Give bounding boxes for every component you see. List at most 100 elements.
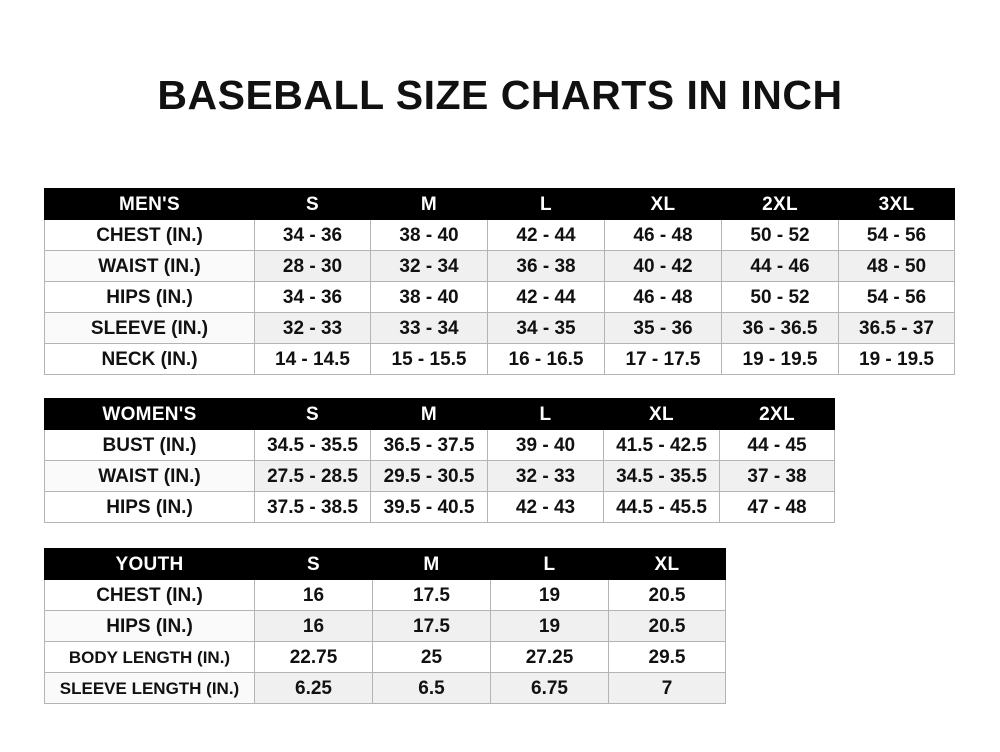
table-cell: 36.5 - 37.5: [370, 429, 488, 461]
column-header: M: [370, 188, 488, 220]
table-cell: 37 - 38: [719, 460, 835, 492]
table-row: SLEEVE (IN.) 32 - 33 33 - 34 34 - 35 35 …: [44, 312, 955, 344]
row-label: WAIST (IN.): [44, 460, 255, 492]
table-cell: 28 - 30: [254, 250, 371, 282]
table-row: HIPS (IN.) 16 17.5 19 20.5: [44, 610, 726, 642]
row-label: NECK (IN.): [44, 343, 255, 375]
column-header: L: [490, 548, 609, 580]
row-label: BODY LENGTH (IN.): [44, 641, 255, 673]
column-header: 3XL: [838, 188, 955, 220]
table-cell: 37.5 - 38.5: [254, 491, 371, 523]
table-cell: 44.5 - 45.5: [603, 491, 720, 523]
column-header: 2XL: [719, 398, 835, 430]
table-cell: 27.25: [490, 641, 609, 673]
table-cell: 36 - 36.5: [721, 312, 839, 344]
table-row: BUST (IN.) 34.5 - 35.5 36.5 - 37.5 39 - …: [44, 429, 835, 461]
table-cell: 48 - 50: [838, 250, 955, 282]
table-cell: 16: [254, 610, 373, 642]
table-cell: 6.5: [372, 672, 491, 704]
column-header: S: [254, 548, 373, 580]
table-cell: 14 - 14.5: [254, 343, 371, 375]
column-header: WOMEN'S: [44, 398, 255, 430]
table-cell: 6.25: [254, 672, 373, 704]
table-cell: 32 - 34: [370, 250, 488, 282]
table-cell: 41.5 - 42.5: [603, 429, 720, 461]
row-label: SLEEVE LENGTH (IN.): [44, 672, 255, 704]
table-cell: 54 - 56: [838, 219, 955, 251]
table-cell: 34 - 36: [254, 281, 371, 313]
table-row: CHEST (IN.) 34 - 36 38 - 40 42 - 44 46 -…: [44, 219, 955, 251]
table-cell: 29.5: [608, 641, 726, 673]
table-cell: 16: [254, 579, 373, 611]
table-cell: 33 - 34: [370, 312, 488, 344]
table-cell: 54 - 56: [838, 281, 955, 313]
column-header: MEN'S: [44, 188, 255, 220]
row-label: HIPS (IN.): [44, 610, 255, 642]
table-header-row: YOUTH S M L XL: [44, 548, 726, 580]
table-cell: 16 - 16.5: [487, 343, 605, 375]
table-cell: 34.5 - 35.5: [254, 429, 371, 461]
table-cell: 25: [372, 641, 491, 673]
table-cell: 42 - 43: [487, 491, 604, 523]
table-cell: 46 - 48: [604, 219, 722, 251]
table-cell: 29.5 - 30.5: [370, 460, 488, 492]
column-header: YOUTH: [44, 548, 255, 580]
table-cell: 47 - 48: [719, 491, 835, 523]
table-cell: 32 - 33: [254, 312, 371, 344]
table-cell: 34.5 - 35.5: [603, 460, 720, 492]
table-cell: 17 - 17.5: [604, 343, 722, 375]
table-cell: 17.5: [372, 610, 491, 642]
table-cell: 19 - 19.5: [721, 343, 839, 375]
table-cell: 40 - 42: [604, 250, 722, 282]
column-header: M: [370, 398, 488, 430]
table-cell: 36.5 - 37: [838, 312, 955, 344]
table-row: BODY LENGTH (IN.) 22.75 25 27.25 29.5: [44, 641, 726, 673]
table-row: WAIST (IN.) 28 - 30 32 - 34 36 - 38 40 -…: [44, 250, 955, 282]
table-cell: 38 - 40: [370, 219, 488, 251]
row-label: CHEST (IN.): [44, 219, 255, 251]
table-cell: 44 - 45: [719, 429, 835, 461]
table-header-row: MEN'S S M L XL 2XL 3XL: [44, 188, 955, 220]
table-cell: 50 - 52: [721, 281, 839, 313]
table-row: WAIST (IN.) 27.5 - 28.5 29.5 - 30.5 32 -…: [44, 460, 835, 492]
table-cell: 34 - 36: [254, 219, 371, 251]
table-cell: 20.5: [608, 579, 726, 611]
table-cell: 35 - 36: [604, 312, 722, 344]
table-cell: 17.5: [372, 579, 491, 611]
mens-size-table: MEN'S S M L XL 2XL 3XL CHEST (IN.) 34 - …: [44, 188, 955, 375]
column-header: L: [487, 188, 605, 220]
page-title: BASEBALL SIZE CHARTS IN INCH: [157, 72, 843, 118]
table-cell: 44 - 46: [721, 250, 839, 282]
column-header: XL: [604, 188, 722, 220]
table-cell: 27.5 - 28.5: [254, 460, 371, 492]
table-cell: 42 - 44: [487, 281, 605, 313]
table-cell: 42 - 44: [487, 219, 605, 251]
table-cell: 19 - 19.5: [838, 343, 955, 375]
table-row: HIPS (IN.) 34 - 36 38 - 40 42 - 44 46 - …: [44, 281, 955, 313]
table-row: HIPS (IN.) 37.5 - 38.5 39.5 - 40.5 42 - …: [44, 491, 835, 523]
table-cell: 15 - 15.5: [370, 343, 488, 375]
column-header: M: [372, 548, 491, 580]
row-label: CHEST (IN.): [44, 579, 255, 611]
table-cell: 19: [490, 610, 609, 642]
table-header-row: WOMEN'S S M L XL 2XL: [44, 398, 835, 430]
table-cell: 50 - 52: [721, 219, 839, 251]
table-row: SLEEVE LENGTH (IN.) 6.25 6.5 6.75 7: [44, 672, 726, 704]
column-header: 2XL: [721, 188, 839, 220]
row-label: WAIST (IN.): [44, 250, 255, 282]
table-row: NECK (IN.) 14 - 14.5 15 - 15.5 16 - 16.5…: [44, 343, 955, 375]
table-cell: 6.75: [490, 672, 609, 704]
column-header: XL: [603, 398, 720, 430]
table-cell: 22.75: [254, 641, 373, 673]
row-label: SLEEVE (IN.): [44, 312, 255, 344]
table-cell: 38 - 40: [370, 281, 488, 313]
table-row: CHEST (IN.) 16 17.5 19 20.5: [44, 579, 726, 611]
row-label: HIPS (IN.): [44, 281, 255, 313]
row-label: BUST (IN.): [44, 429, 255, 461]
table-cell: 34 - 35: [487, 312, 605, 344]
table-cell: 7: [608, 672, 726, 704]
row-label: HIPS (IN.): [44, 491, 255, 523]
column-header: S: [254, 398, 371, 430]
table-cell: 32 - 33: [487, 460, 604, 492]
